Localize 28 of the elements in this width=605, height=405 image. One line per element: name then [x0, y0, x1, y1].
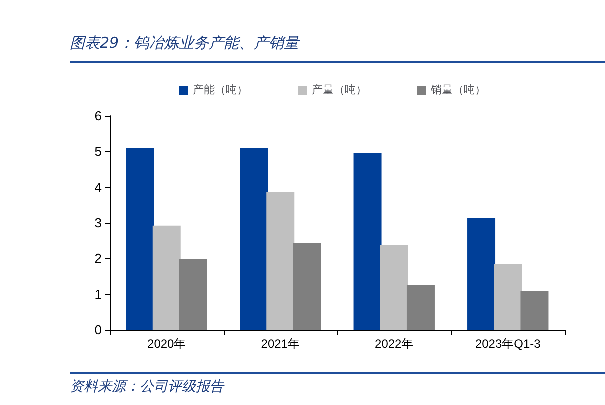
x-tick-label: 2022年 — [375, 337, 414, 351]
bar — [126, 148, 154, 330]
bar — [494, 264, 522, 330]
bar — [293, 242, 322, 330]
bar — [152, 226, 181, 330]
legend-label: 销量（吨） — [430, 84, 486, 96]
y-tick-label: 4 — [94, 180, 102, 195]
x-tick-label: 2020年 — [148, 337, 186, 351]
bar — [406, 285, 435, 330]
bar — [354, 153, 382, 330]
text: 资料来源：公司评级报告 — [70, 372, 605, 396]
bar — [266, 192, 295, 330]
bar — [380, 245, 408, 330]
y-tick-label: 5 — [94, 144, 102, 160]
chart-title: 图表29：钨冶炼业务产能、产销量 — [70, 34, 605, 63]
y-tick-label: 3 — [94, 216, 102, 230]
y-tick-label: 0 — [94, 322, 102, 338]
bar — [179, 259, 208, 330]
bar — [240, 148, 268, 330]
legend-label: 产能（吨） — [193, 84, 248, 96]
bar — [468, 218, 496, 330]
x-tick-label: 2023年Q1-3 — [475, 337, 542, 351]
legend-label: 产量（吨） — [312, 84, 367, 96]
x-tick-label: 2021年 — [261, 337, 300, 351]
y-tick-label: 6 — [94, 108, 102, 124]
bar — [520, 291, 549, 330]
y-tick-label: 1 — [94, 286, 102, 302]
y-tick-label: 2 — [94, 251, 102, 266]
